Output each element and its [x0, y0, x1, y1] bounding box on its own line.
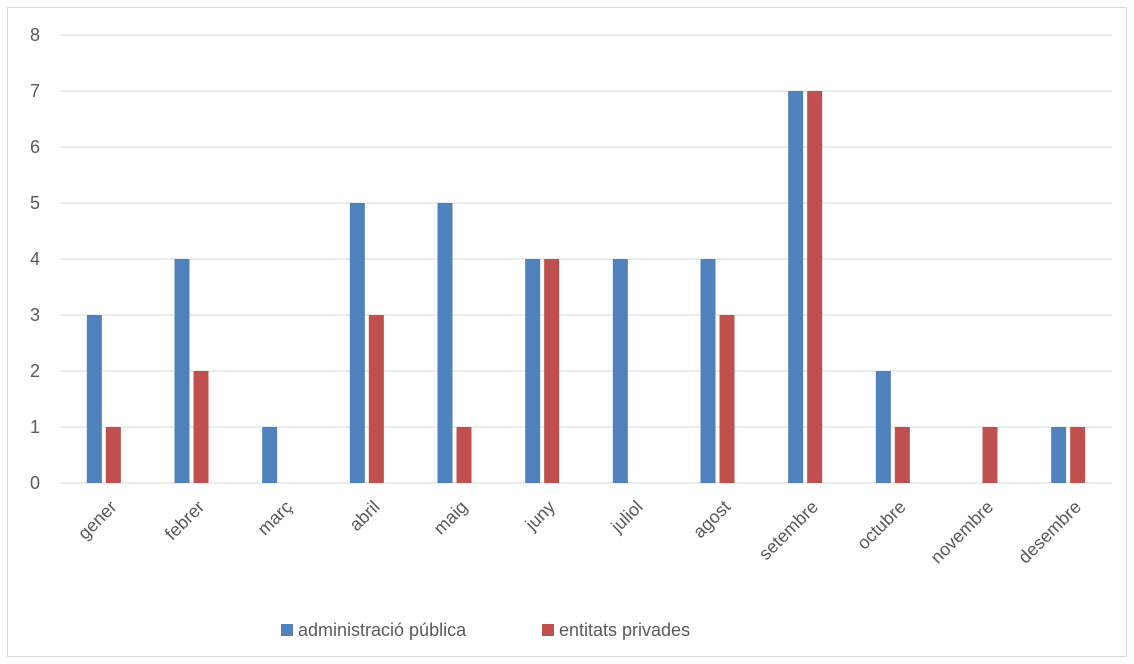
x-tick-label: maig: [430, 497, 472, 539]
legend: administració pública entitats privades: [281, 620, 690, 640]
y-tick-label: 1: [30, 417, 40, 437]
bar-administracio-publica-agost: [700, 259, 716, 483]
x-tick-label: febrer: [161, 497, 208, 544]
bar-entitats-privades-octubre: [894, 427, 910, 483]
x-tick-label: juliol: [606, 497, 646, 537]
x-tick-label: agost: [689, 497, 734, 542]
bar-entitats-privades-juny: [544, 259, 560, 483]
x-tick-label: juny: [521, 497, 559, 535]
gridlines: [60, 34, 1112, 484]
y-axis-ticks: 0 1 2 3 4 5 6 7 8: [30, 25, 40, 493]
legend-label: administració pública: [298, 620, 467, 640]
x-tick-label: gener: [74, 497, 121, 544]
bar-entitats-privades-novembre: [982, 427, 998, 483]
bar-administracio-publica-febrer: [174, 259, 190, 483]
x-tick-label: setembre: [755, 497, 822, 564]
x-tick-label: desembre: [1014, 497, 1085, 568]
x-tick-label: novembre: [927, 497, 998, 568]
bar-entitats-privades-abril: [368, 315, 384, 483]
y-tick-label: 2: [30, 361, 40, 381]
bar-administracio-publica-juliol: [612, 259, 628, 483]
bar-entitats-privades-gener: [105, 427, 121, 483]
bar-administracio-publica-maig: [437, 203, 453, 483]
bar-entitats-privades-maig: [456, 427, 472, 483]
y-tick-label: 0: [30, 473, 40, 493]
bars: [86, 91, 1086, 483]
y-tick-label: 6: [30, 137, 40, 157]
bar-administracio-publica-juny: [525, 259, 541, 483]
legend-swatch: [281, 624, 293, 636]
x-axis-ticks: gener febrer març abril maig juny juliol agost s…: [74, 497, 1085, 568]
x-tick-label: octubre: [853, 497, 910, 554]
chart-frame: [7, 7, 1127, 657]
y-tick-label: 4: [30, 249, 40, 269]
bar-entitats-privades-setembre: [807, 91, 823, 483]
bar-administracio-publica-gener: [86, 315, 102, 483]
bar-administracio-publica-setembre: [788, 91, 804, 483]
bar-administracio-publica-març: [262, 427, 278, 483]
legend-swatch: [542, 624, 554, 636]
y-tick-label: 7: [30, 81, 40, 101]
y-tick-label: 5: [30, 193, 40, 213]
x-tick-label: març: [254, 497, 296, 539]
x-tick-label: abril: [345, 497, 383, 535]
bar-entitats-privades-febrer: [193, 371, 209, 483]
bar-administracio-publica-abril: [349, 203, 365, 483]
y-tick-label: 3: [30, 305, 40, 325]
bar-entitats-privades-agost: [719, 315, 735, 483]
bar-administracio-publica-octubre: [875, 371, 891, 483]
bar-administracio-publica-desembre: [1051, 427, 1067, 483]
legend-label: entitats privades: [559, 620, 690, 640]
bar-entitats-privades-desembre: [1070, 427, 1086, 483]
y-tick-label: 8: [30, 25, 40, 45]
